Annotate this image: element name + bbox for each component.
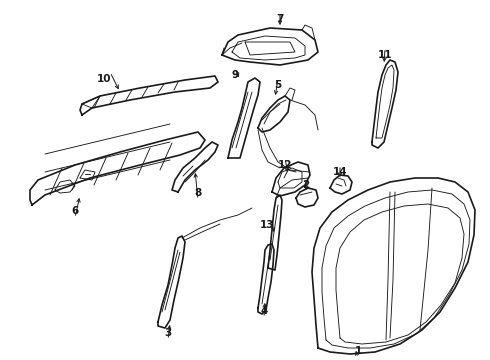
Text: 2: 2 (302, 180, 310, 190)
Text: 11: 11 (378, 50, 392, 60)
Text: 3: 3 (164, 328, 171, 338)
Text: 13: 13 (260, 220, 274, 230)
Text: 5: 5 (274, 80, 282, 90)
Text: 9: 9 (231, 70, 239, 80)
Text: 1: 1 (354, 346, 362, 356)
Text: 4: 4 (260, 306, 268, 316)
Text: 14: 14 (333, 167, 347, 177)
Text: 12: 12 (278, 160, 292, 170)
Text: 7: 7 (276, 14, 284, 24)
Text: 6: 6 (72, 206, 78, 216)
Text: 8: 8 (195, 188, 201, 198)
Text: 10: 10 (97, 74, 111, 84)
